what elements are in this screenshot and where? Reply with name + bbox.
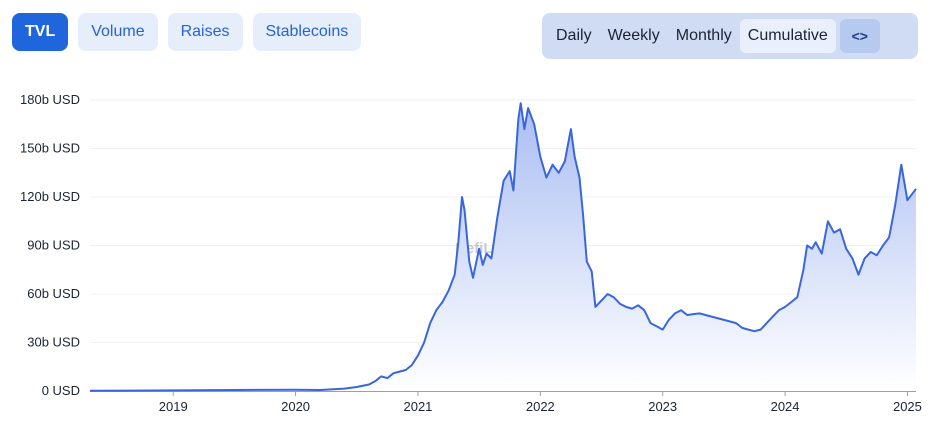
period-label: Daily [556,27,592,44]
tvl-line [89,102,917,392]
x-tick-label: 2019 [159,399,188,414]
tab-raises[interactable]: Raises [167,13,243,51]
period-weekly[interactable]: Weekly [600,19,668,53]
tab-volume[interactable]: Volume [78,13,158,51]
tab-tvl[interactable]: TVL [12,13,69,51]
y-tick-label: 180b USD [20,92,80,107]
x-tick-label: 2020 [281,399,310,414]
x-tick-label: 2021 [403,399,432,414]
tab-label: TVL [25,23,56,40]
tab-label: Raises [180,23,230,40]
tab-stablecoins[interactable]: Stablecoins [252,13,362,51]
y-tick-label: 60b USD [27,286,80,301]
x-tick-label: 2024 [771,399,800,414]
period-selector: Daily Weekly Monthly Cumulative <> [542,13,918,59]
y-tick-label: 120b USD [20,189,80,204]
metric-tabs: TVL Volume Raises Stablecoins [12,13,362,51]
period-label: Weekly [607,27,660,44]
y-tick-label: 150b USD [20,141,80,156]
embed-label: <> [851,28,868,44]
period-cumulative[interactable]: Cumulative [739,19,836,53]
x-tick-label: 2022 [526,399,555,414]
y-tick-label: 30b USD [27,335,80,350]
tab-label: Volume [91,23,145,40]
x-tick-label: 2023 [648,399,677,414]
code-brackets-icon[interactable]: <> [839,19,880,53]
period-label: Cumulative [747,27,828,44]
period-label: Monthly [675,27,732,44]
period-daily[interactable]: Daily [548,19,600,53]
y-tick-label: 90b USD [27,238,80,253]
x-tick-label: 2025 [893,399,922,414]
period-monthly[interactable]: Monthly [668,19,740,53]
tvl-area [90,103,916,391]
tab-label: Stablecoins [265,23,349,40]
y-tick-label: 0 USD [42,383,80,398]
